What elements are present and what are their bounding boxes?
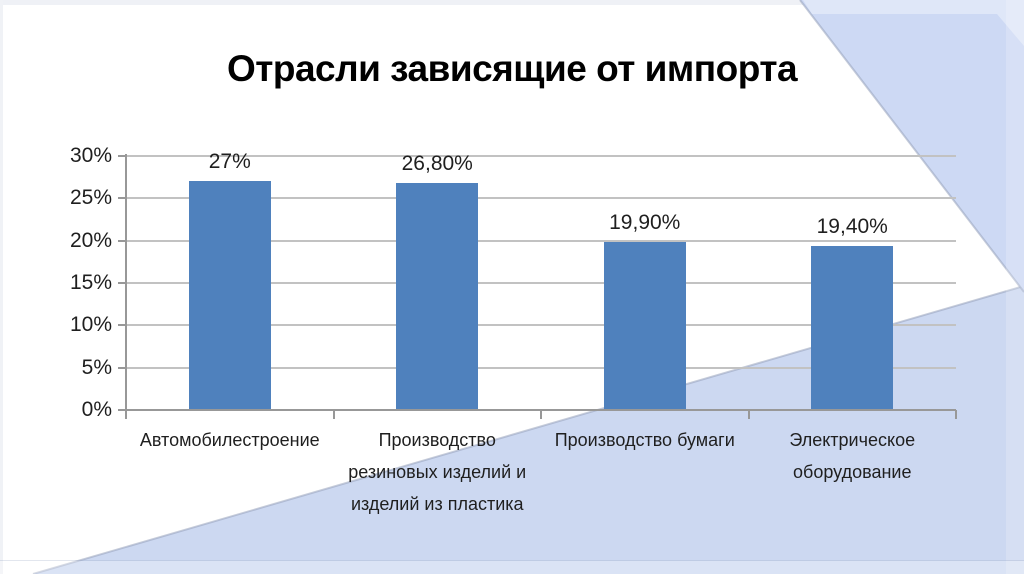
y-axis-tick-label: 15% xyxy=(69,271,112,294)
left-edge-highlight xyxy=(0,0,3,574)
bar-value-label: 26,80% xyxy=(401,152,473,176)
x-axis-tick xyxy=(332,410,335,419)
x-axis-tick xyxy=(747,410,750,419)
y-axis-line xyxy=(125,154,127,419)
corner-triangle-highlight xyxy=(803,0,1024,46)
chart-title: Отрасли зависящие от импорта xyxy=(226,48,798,89)
x-axis-tick xyxy=(540,410,542,419)
gridline xyxy=(126,324,956,327)
gridline xyxy=(126,239,956,242)
y-axis-tick-label: 20% xyxy=(69,228,112,252)
bar xyxy=(188,181,271,410)
bar xyxy=(811,245,894,410)
corner-triangle-edge xyxy=(799,0,1024,293)
gridline xyxy=(126,282,956,284)
y-axis-tick xyxy=(118,239,126,242)
y-axis-tick-label: 10% xyxy=(69,313,112,337)
right-edge-highlight xyxy=(1006,0,1024,574)
y-axis-tick xyxy=(118,324,126,327)
y-axis-tick-label: 25% xyxy=(69,186,112,210)
bar xyxy=(396,183,479,410)
gridline xyxy=(126,197,956,200)
category-label: Производство резиновых изделий и изделий… xyxy=(348,430,527,514)
category-label: Производство бумаги xyxy=(554,430,735,450)
gridline xyxy=(126,155,956,157)
y-axis-tick-label: 5% xyxy=(81,355,112,379)
bar-value-label: 19,90% xyxy=(609,210,681,234)
y-axis-tick xyxy=(118,282,126,284)
y-axis-tick xyxy=(118,366,126,369)
bottom-edge-line xyxy=(0,560,1024,561)
category-label: Электрическое оборудование xyxy=(789,430,916,482)
gridline xyxy=(126,366,956,369)
top-edge-highlight xyxy=(0,0,1024,5)
y-axis-tick xyxy=(118,409,126,411)
bar-value-label: 19,40% xyxy=(816,214,888,238)
y-axis-tick-label: 0% xyxy=(81,398,112,421)
bar-value-label: 27% xyxy=(208,150,251,174)
y-axis-tick xyxy=(118,155,126,157)
x-axis-tick xyxy=(125,410,127,419)
y-axis-tick-label: 30% xyxy=(69,144,112,167)
category-label: Автомобилестроение xyxy=(139,430,320,450)
bar xyxy=(603,241,686,410)
x-axis-tick xyxy=(955,410,957,419)
bottom-edge-highlight xyxy=(0,561,1024,574)
y-axis-tick xyxy=(118,197,126,200)
